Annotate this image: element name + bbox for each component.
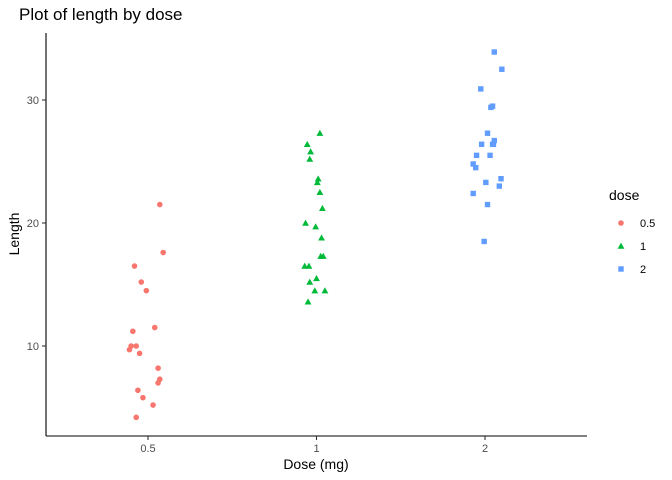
data-point-dose-1 [311, 287, 319, 294]
data-point-dose-2 [484, 130, 491, 136]
data-point-dose-1 [307, 148, 315, 155]
data-point-dose-0_5 [128, 343, 134, 349]
data-point-dose-1 [305, 262, 313, 269]
x-axis-title: Dose (mg) [283, 456, 348, 472]
data-point-dose-2 [499, 66, 505, 72]
data-point-dose-2 [487, 152, 493, 159]
legend-label: 0.5 [640, 218, 655, 230]
data-point-dose-0_5 [135, 387, 141, 394]
data-point-dose-2 [473, 152, 480, 159]
data-point-dose-2 [489, 103, 496, 109]
y-tick-label: 10 [27, 341, 39, 353]
data-point-dose-0_5 [136, 350, 143, 357]
data-point-dose-2 [491, 137, 497, 144]
data-point-dose-1 [312, 223, 320, 230]
y-tick-label: 30 [27, 95, 39, 107]
data-point-dose-1 [302, 219, 309, 226]
data-point-dose-0_5 [155, 365, 161, 371]
data-point-dose-1 [304, 298, 312, 305]
x-tick-label: 0.5 [140, 443, 155, 455]
data-point-dose-0_5 [151, 324, 158, 331]
data-point-dose-0_5 [130, 328, 136, 335]
legend-label: 1 [640, 241, 646, 253]
x-tick-label: 2 [482, 443, 488, 455]
data-point-dose-1 [321, 287, 329, 294]
data-point-dose-1 [306, 278, 314, 285]
data-point-dose-0_5 [156, 201, 163, 208]
data-point-dose-2 [470, 190, 476, 197]
data-point-dose-1 [318, 234, 325, 241]
data-point-dose-2 [478, 141, 485, 147]
data-point-dose-2 [484, 201, 491, 208]
chart-title: Plot of length by dose [19, 5, 183, 24]
legend-key-1 [617, 242, 625, 249]
data-point-dose-2 [490, 141, 497, 147]
data-point-dose-1 [313, 179, 321, 186]
data-point-dose-0_5 [133, 343, 140, 349]
data-point-dose-1 [306, 155, 314, 162]
data-point-dose-2 [481, 238, 487, 245]
data-point-dose-0_5 [140, 394, 146, 401]
data-point-dose-1 [318, 204, 326, 211]
data-point-dose-0_5 [131, 263, 138, 269]
data-point-dose-0_5 [160, 249, 166, 256]
y-axis-title: Length [6, 213, 22, 256]
x-axis-ticks: 0.5 1 2 [140, 436, 488, 455]
data-point-dose-1 [316, 129, 324, 136]
data-point-dose-1 [313, 274, 320, 282]
legend: dose 0.5 1 2 [609, 187, 655, 276]
data-point-dose-0_5 [138, 279, 145, 285]
y-axis-ticks: 10 20 30 [27, 95, 46, 353]
y-tick-label: 20 [27, 218, 39, 230]
data-point-dose-1 [303, 140, 311, 147]
data-point-dose-2 [483, 179, 489, 186]
data-point-dose-1 [319, 252, 327, 259]
legend-label: 2 [640, 264, 646, 276]
data-point-dose-0_5 [156, 376, 163, 383]
data-point-dose-1 [316, 188, 324, 195]
data-point-dose-2 [478, 86, 484, 92]
data-point-dose-2 [498, 176, 504, 182]
data-point-dose-0_5 [143, 287, 150, 294]
legend-key-0_5 [618, 220, 624, 226]
data-point-dose-1 [314, 175, 322, 182]
x-tick-label: 1 [313, 443, 319, 455]
legend-key-2 [618, 266, 624, 272]
data-point-dose-0_5 [133, 414, 140, 421]
data-point-dose-2 [470, 161, 476, 167]
data-point-dose-2 [473, 164, 479, 171]
legend-title: dose [609, 187, 640, 203]
data-points [126, 49, 505, 421]
data-point-dose-2 [491, 49, 497, 55]
data-point-dose-0_5 [150, 402, 156, 408]
data-point-dose-2 [496, 183, 503, 189]
